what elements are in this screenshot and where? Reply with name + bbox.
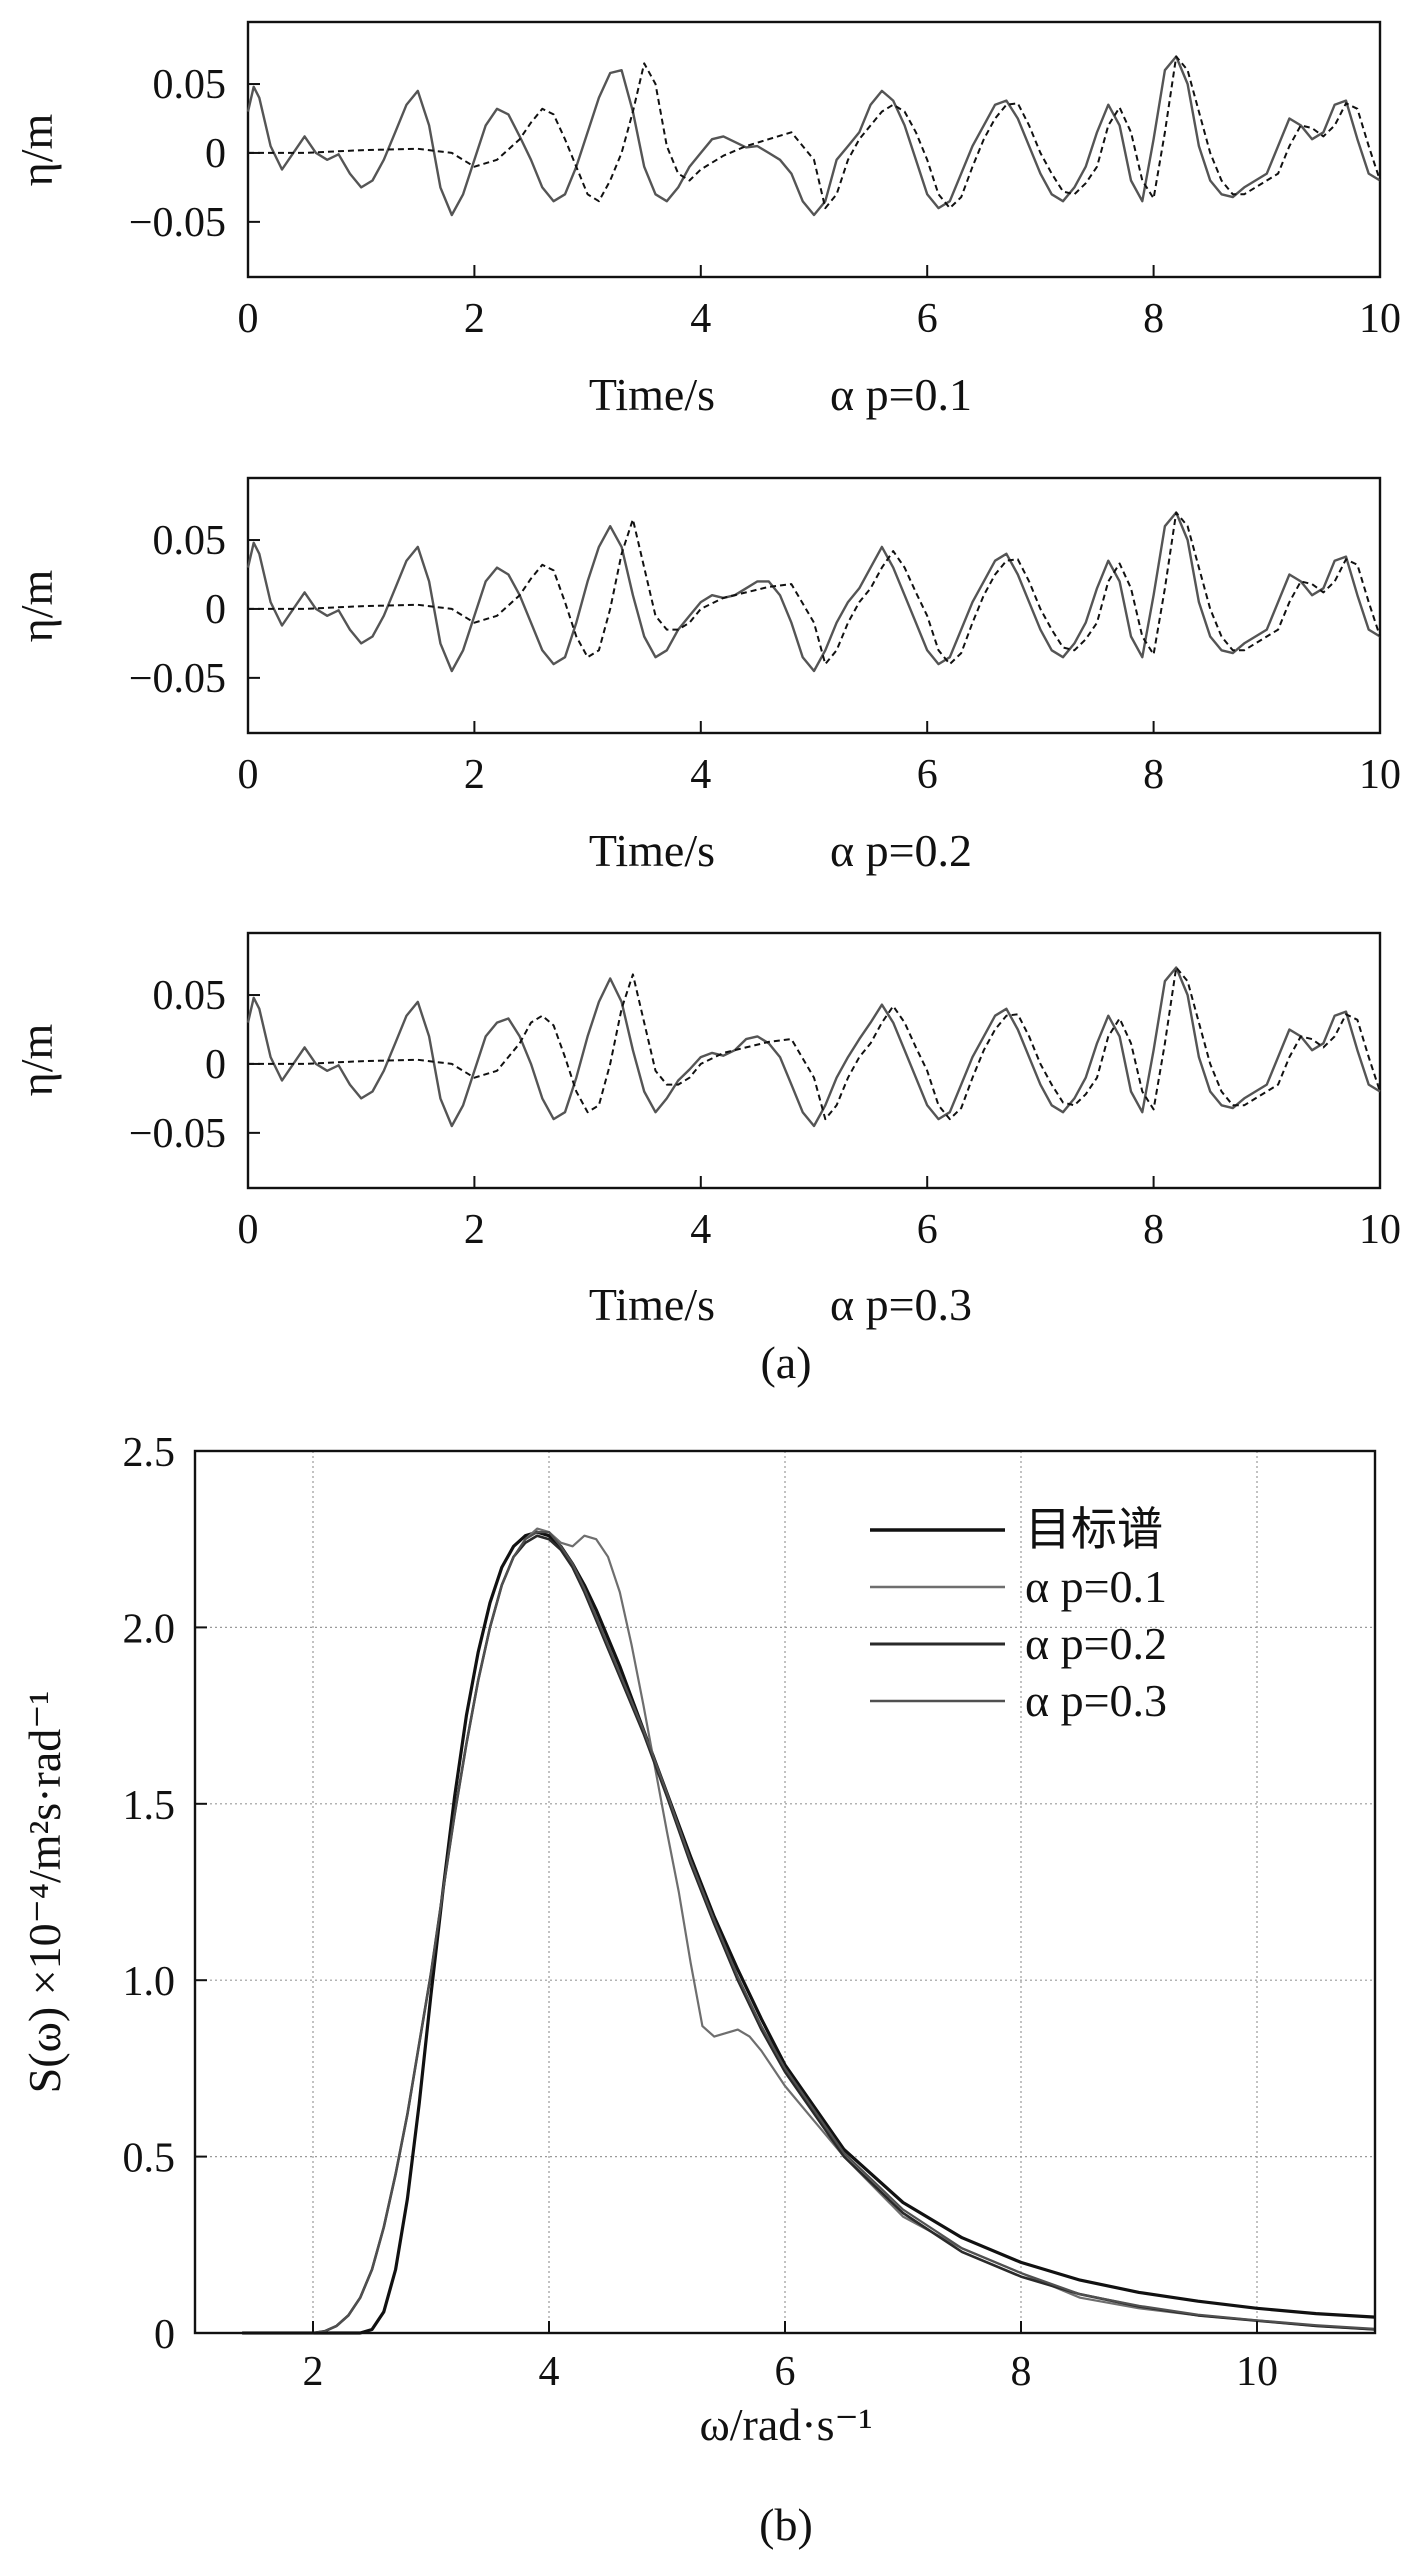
series-line-solid-a2 bbox=[246, 511, 1381, 673]
plot-frame-a2 bbox=[246, 476, 1382, 735]
series-layer-a3 bbox=[246, 966, 1381, 1128]
y-tick-label-b: 0.5 bbox=[123, 2136, 176, 2182]
series-line-dashed-a1 bbox=[248, 55, 1381, 210]
plot-frame-a1 bbox=[246, 20, 1382, 279]
spectrum-line-3 bbox=[242, 1531, 1376, 2335]
legend-label: α p=0.3 bbox=[1025, 1675, 1167, 1726]
caption-a: (a) bbox=[760, 1337, 811, 1388]
x-tick-label-a3: 0 bbox=[238, 1207, 259, 1253]
x-tick-label-a1: 2 bbox=[464, 296, 485, 342]
x-tick-label-a3: 4 bbox=[690, 1207, 711, 1253]
y-tick-label-a1: −0.05 bbox=[129, 200, 226, 246]
x-tick-label-a2: 0 bbox=[238, 752, 259, 798]
axis-layer-a1: 0 2 4 6 8 10 0.05 0 −0.05 bbox=[129, 62, 1401, 342]
axis-layer-a3: 0 2 4 6 8 10 0.05 0 −0.05 bbox=[129, 973, 1401, 1253]
xlabel-b: ω/rad·s⁻¹ bbox=[699, 2399, 872, 2450]
x-tick-label-a2: 8 bbox=[1143, 752, 1164, 798]
y-tick-label-b: 2.0 bbox=[123, 1606, 176, 1652]
legend-label: α p=0.1 bbox=[1025, 1561, 1167, 1612]
xlabel-a2: Time/s bbox=[589, 825, 715, 876]
series-line-solid-a3 bbox=[246, 966, 1381, 1128]
y-tick-label-b: 0 bbox=[154, 2312, 175, 2358]
x-tick-label-a2: 4 bbox=[690, 752, 711, 798]
panel-a3: 0 2 4 6 8 10 0.05 0 −0.05 η/m Time/s α p=0.3 bbox=[11, 931, 1401, 1330]
x-tick-label-a1: 4 bbox=[690, 296, 711, 342]
spectrum-line-1 bbox=[242, 1527, 1376, 2335]
y-tick-label-a2: −0.05 bbox=[129, 656, 226, 702]
y-tick-label-a1: 0.05 bbox=[153, 62, 227, 108]
y-tick-label-a2: 0.05 bbox=[153, 518, 227, 564]
panel-b: 2 4 6 8 10 0 0.5 1.0 1.5 2.0 2.5 目标谱 α p=0.1 α p=0.2… bbox=[19, 1430, 1377, 2450]
y-tick-label-a1: 0 bbox=[205, 131, 226, 177]
xlabel-a3: Time/s bbox=[589, 1279, 715, 1330]
spectrum-line-2 bbox=[242, 1534, 1376, 2335]
x-tick-label-a1: 8 bbox=[1143, 296, 1164, 342]
panel-a1: 0 2 4 6 8 10 0.05 0 −0.05 η/m Time/s α p=0.1 bbox=[11, 20, 1401, 420]
ylabel-b: S(ω) ×10⁻⁴/m²s·rad⁻¹ bbox=[19, 1691, 70, 2094]
grid-layer-b bbox=[195, 1451, 1375, 2333]
series-layer-a2 bbox=[246, 511, 1381, 673]
y-tick-label-b: 1.5 bbox=[123, 1783, 176, 1829]
legend: 目标谱 α p=0.1 α p=0.2 α p=0.3 bbox=[870, 1504, 1167, 1726]
param-label-a1: α p=0.1 bbox=[830, 369, 972, 420]
x-tick-label-a3: 8 bbox=[1143, 1207, 1164, 1253]
series-line-solid-a1 bbox=[246, 55, 1381, 217]
x-tick-label-a1: 6 bbox=[917, 296, 938, 342]
y-tick-label-b: 2.5 bbox=[123, 1430, 176, 1476]
ylabel-a1: η/m bbox=[11, 113, 62, 186]
y-tick-label-a3: −0.05 bbox=[129, 1111, 226, 1157]
spectrum-line-0 bbox=[242, 1530, 1376, 2335]
caption-b: (b) bbox=[759, 2499, 813, 2550]
param-label-a3: α p=0.3 bbox=[830, 1279, 972, 1330]
x-tick-label-b: 10 bbox=[1236, 2349, 1278, 2395]
x-tick-label-a3: 2 bbox=[464, 1207, 485, 1253]
y-tick-label-a3: 0 bbox=[205, 1042, 226, 1088]
series-layer-a1 bbox=[246, 55, 1381, 217]
y-tick-label-a2: 0 bbox=[205, 587, 226, 633]
x-tick-label-a3: 6 bbox=[917, 1207, 938, 1253]
param-label-a2: α p=0.2 bbox=[830, 825, 972, 876]
x-tick-label-b: 8 bbox=[1011, 2349, 1032, 2395]
ylabel-a3: η/m bbox=[11, 1023, 62, 1096]
xlabel-a1: Time/s bbox=[589, 369, 715, 420]
legend-label: 目标谱 bbox=[1025, 1504, 1163, 1555]
ylabel-a2: η/m bbox=[11, 569, 62, 642]
plot-frame-a3 bbox=[246, 931, 1382, 1190]
series-line-dashed-a2 bbox=[248, 511, 1381, 666]
x-tick-label-b: 2 bbox=[303, 2349, 324, 2395]
series-layer-b bbox=[242, 1527, 1376, 2335]
axis-layer-b: 2 4 6 8 10 0 0.5 1.0 1.5 2.0 2.5 bbox=[123, 1430, 1279, 2395]
x-tick-label-b: 4 bbox=[539, 2349, 560, 2395]
panel-a2: 0 2 4 6 8 10 0.05 0 −0.05 η/m Time/s α p=0.2 bbox=[11, 476, 1401, 876]
series-line-dashed-a3 bbox=[248, 966, 1381, 1121]
x-tick-label-a2: 2 bbox=[464, 752, 485, 798]
x-tick-label-a3: 10 bbox=[1359, 1207, 1401, 1253]
x-tick-label-a2: 10 bbox=[1359, 752, 1401, 798]
x-tick-label-b: 6 bbox=[775, 2349, 796, 2395]
x-tick-label-a2: 6 bbox=[917, 752, 938, 798]
axis-layer-a2: 0 2 4 6 8 10 0.05 0 −0.05 bbox=[129, 518, 1401, 798]
y-tick-label-a3: 0.05 bbox=[153, 973, 227, 1019]
y-tick-label-b: 1.0 bbox=[123, 1959, 176, 2005]
x-tick-label-a1: 0 bbox=[238, 296, 259, 342]
x-tick-label-a1: 10 bbox=[1359, 296, 1401, 342]
legend-label: α p=0.2 bbox=[1025, 1618, 1167, 1669]
